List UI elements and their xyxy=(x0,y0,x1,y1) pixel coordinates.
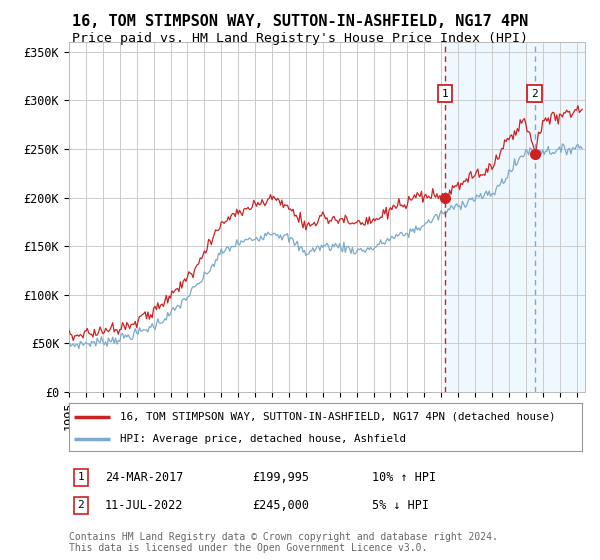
Text: 2: 2 xyxy=(77,500,85,510)
Bar xyxy=(445,42,600,392)
Text: HPI: Average price, detached house, Ashfield: HPI: Average price, detached house, Ashf… xyxy=(121,434,406,444)
Text: 2: 2 xyxy=(532,88,538,99)
Text: Price paid vs. HM Land Registry's House Price Index (HPI): Price paid vs. HM Land Registry's House … xyxy=(72,32,528,45)
Text: Contains HM Land Registry data © Crown copyright and database right 2024.
This d: Contains HM Land Registry data © Crown c… xyxy=(69,531,498,553)
Text: £199,995: £199,995 xyxy=(252,470,309,484)
Text: 5% ↓ HPI: 5% ↓ HPI xyxy=(372,498,429,512)
Text: 1: 1 xyxy=(442,88,448,99)
Text: 11-JUL-2022: 11-JUL-2022 xyxy=(105,498,184,512)
Text: 1: 1 xyxy=(77,472,85,482)
Text: 16, TOM STIMPSON WAY, SUTTON-IN-ASHFIELD, NG17 4PN: 16, TOM STIMPSON WAY, SUTTON-IN-ASHFIELD… xyxy=(72,14,528,29)
Text: 24-MAR-2017: 24-MAR-2017 xyxy=(105,470,184,484)
Text: £245,000: £245,000 xyxy=(252,498,309,512)
Text: 10% ↑ HPI: 10% ↑ HPI xyxy=(372,470,436,484)
Text: 16, TOM STIMPSON WAY, SUTTON-IN-ASHFIELD, NG17 4PN (detached house): 16, TOM STIMPSON WAY, SUTTON-IN-ASHFIELD… xyxy=(121,412,556,422)
